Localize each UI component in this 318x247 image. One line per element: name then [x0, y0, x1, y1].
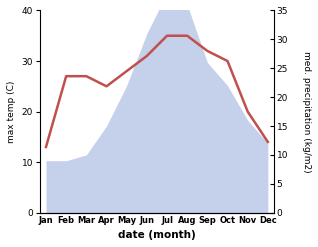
- Y-axis label: med. precipitation (kg/m2): med. precipitation (kg/m2): [302, 51, 311, 172]
- Y-axis label: max temp (C): max temp (C): [7, 80, 16, 143]
- X-axis label: date (month): date (month): [118, 230, 196, 240]
